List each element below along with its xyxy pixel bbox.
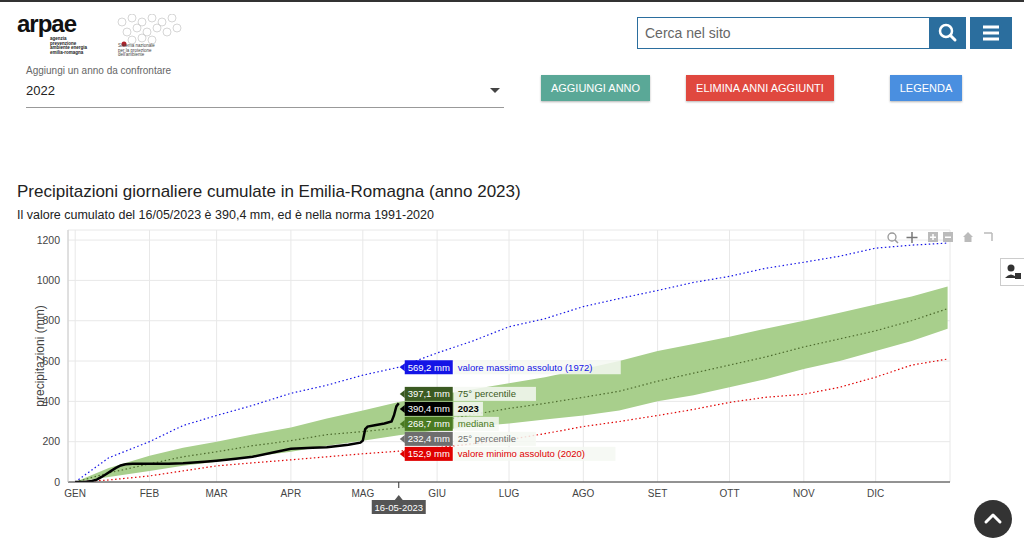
svg-text:valore minimo assoluto (2020): valore minimo assoluto (2020) bbox=[458, 448, 585, 459]
html-text:Cerca nel sito: Cerca nel sito bbox=[645, 25, 731, 41]
svg-text:397,1 mm: 397,1 mm bbox=[408, 388, 450, 399]
svg-text:AGO: AGO bbox=[572, 488, 594, 499]
svg-text:FEB: FEB bbox=[140, 488, 160, 499]
html-text:2022: 2022 bbox=[26, 83, 55, 98]
html-text:arpae: arpae bbox=[17, 10, 76, 37]
svg-text:400: 400 bbox=[42, 395, 60, 407]
html-text:emilia-romagna: emilia-romagna bbox=[50, 49, 84, 55]
svg-text:MAR: MAR bbox=[205, 488, 227, 499]
html-text:ELIMINA ANNI AGGIUNTI: ELIMINA ANNI AGGIUNTI bbox=[696, 82, 824, 94]
html-text:Aggiungi un anno da confrontar: Aggiungi un anno da confrontare bbox=[26, 65, 172, 76]
svg-text:569,2 mm: 569,2 mm bbox=[408, 362, 450, 373]
html-text:AGGIUNGI ANNO: AGGIUNGI ANNO bbox=[550, 82, 641, 94]
svg-text:mediana: mediana bbox=[458, 418, 495, 429]
svg-text:valore massimo assoluto (1972): valore massimo assoluto (1972) bbox=[458, 362, 593, 373]
html-text:LEGENDA: LEGENDA bbox=[899, 82, 953, 94]
html-text:dell'ambiente: dell'ambiente bbox=[118, 52, 145, 58]
svg-text:200: 200 bbox=[42, 435, 60, 447]
html-text:Precipitazioni giornaliere cum: Precipitazioni giornaliere cumulate in E… bbox=[17, 182, 521, 201]
html-text:per la protezione: per la protezione bbox=[118, 47, 152, 53]
svg-text:1200: 1200 bbox=[37, 234, 61, 246]
svg-text:MAG: MAG bbox=[351, 488, 374, 499]
svg-text:OTT: OTT bbox=[720, 488, 740, 499]
html-text:prevenzione: prevenzione bbox=[50, 40, 77, 46]
svg-text:25° percentile: 25° percentile bbox=[458, 433, 516, 444]
svg-text:152,9 mm: 152,9 mm bbox=[408, 448, 450, 459]
html-text:agenzia: agenzia bbox=[50, 36, 67, 41]
svg-text:75° percentile: 75° percentile bbox=[458, 388, 516, 399]
svg-text:SET: SET bbox=[648, 488, 667, 499]
svg-text:2023: 2023 bbox=[458, 403, 479, 414]
svg-text:NOV: NOV bbox=[793, 488, 815, 499]
svg-text:600: 600 bbox=[42, 355, 60, 367]
svg-text:390,4 mm: 390,4 mm bbox=[408, 403, 450, 414]
svg-text:0: 0 bbox=[54, 476, 60, 488]
html-text:Sistema nazionale: Sistema nazionale bbox=[118, 43, 155, 48]
svg-text:APR: APR bbox=[281, 488, 302, 499]
html-text:precipitazioni (mm): precipitazioni (mm) bbox=[33, 305, 47, 407]
svg-text:LUG: LUG bbox=[499, 488, 520, 499]
svg-text:232,4 mm: 232,4 mm bbox=[408, 433, 450, 444]
svg-text:800: 800 bbox=[42, 314, 60, 326]
svg-text:GEN: GEN bbox=[64, 488, 86, 499]
svg-text:GIU: GIU bbox=[428, 488, 446, 499]
svg-text:DIC: DIC bbox=[867, 488, 884, 499]
svg-text:268,7 mm: 268,7 mm bbox=[408, 418, 450, 429]
svg-text:16-05-2023: 16-05-2023 bbox=[374, 502, 423, 513]
html-text:ambiente energia: ambiente energia bbox=[50, 45, 87, 51]
svg-text:1000: 1000 bbox=[37, 274, 61, 286]
html-text:Il valore cumulato del 16/05/2: Il valore cumulato del 16/05/2023 è 390,… bbox=[17, 208, 434, 222]
